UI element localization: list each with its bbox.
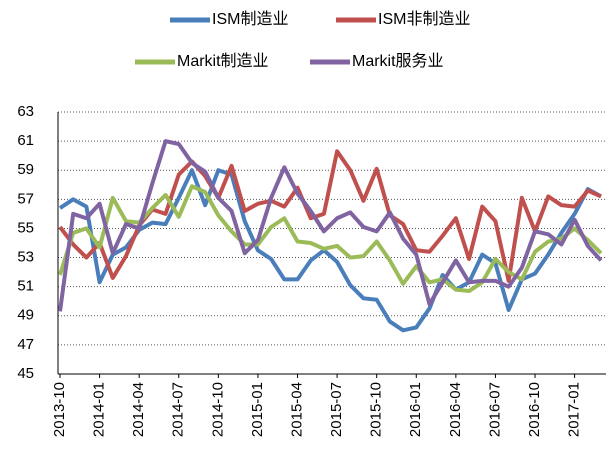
x-tick-label: 2015-07 <box>328 382 345 437</box>
x-tick-label: 2014-07 <box>170 382 187 437</box>
legend-label: ISM非制造业 <box>378 10 470 28</box>
x-tick-label: 2013-10 <box>51 382 68 437</box>
y-tick-label: 47 <box>17 336 34 353</box>
y-tick-label: 57 <box>17 190 34 207</box>
x-tick-label: 2015-01 <box>249 382 266 437</box>
legend-label: Markit服务业 <box>352 52 444 70</box>
y-tick-label: 51 <box>17 278 34 295</box>
x-tick-label: 2014-10 <box>209 382 226 437</box>
y-tick-label: 45 <box>17 365 34 382</box>
series-line <box>58 139 603 312</box>
x-tick-label: 2016-01 <box>407 382 424 437</box>
legend-label: ISM制造业 <box>212 10 288 28</box>
x-tick-label: 2015-10 <box>368 382 385 437</box>
y-tick-label: 63 <box>17 103 34 120</box>
series-line <box>58 184 603 294</box>
x-tick-label: 2014-01 <box>91 382 108 437</box>
x-tick-label: 2016-07 <box>486 382 503 437</box>
y-tick-label: 59 <box>17 161 34 178</box>
x-tick-label: 2015-04 <box>288 382 305 437</box>
y-tick-label: 55 <box>17 219 34 236</box>
y-tick-label: 49 <box>17 307 34 324</box>
x-tick-label: 2016-10 <box>526 382 543 437</box>
x-tick-label: 2014-04 <box>130 382 147 437</box>
x-tick-label: 2017-01 <box>566 382 583 437</box>
y-tick-label: 53 <box>17 249 34 266</box>
x-tick-label: 2016-04 <box>447 382 464 437</box>
series-line <box>58 168 602 333</box>
legend-label: Markit制造业 <box>177 52 269 70</box>
y-tick-label: 61 <box>17 132 34 149</box>
